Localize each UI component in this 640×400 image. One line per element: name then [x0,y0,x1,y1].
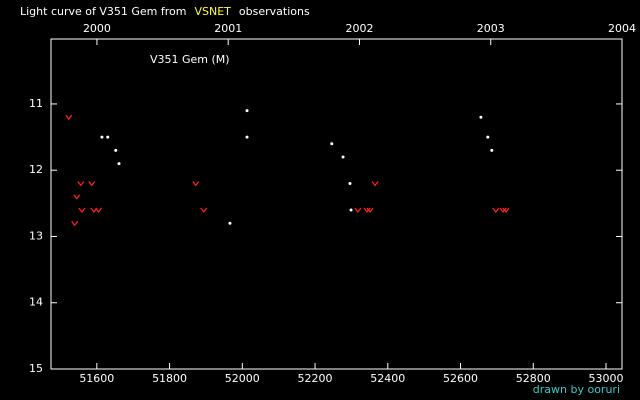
x-tick-label: 52800 [516,372,551,385]
annotation: V351 Gem (M) [150,53,230,66]
x2-tick-label: 2004 [608,22,636,35]
x-tick-label: 51600 [79,372,114,385]
y-tick-label: 11 [29,97,43,110]
x-tick-label: 52200 [298,372,333,385]
upper-limit-marker [78,207,86,214]
observation-point [117,162,121,166]
y-tick-label: 12 [29,163,43,176]
credit: drawn by ooruri [533,383,620,396]
upper-limit-marker [200,207,208,214]
upper-limit-marker [363,207,371,214]
y-tick-label: 15 [29,362,43,375]
observation-point [330,142,334,146]
observation-point [228,221,232,225]
title-part: Light curve of V351 Gem from [20,5,186,18]
observation-point [341,155,345,159]
observation-point [114,148,118,152]
observation-point [490,148,494,152]
x2-tick-label: 2001 [214,22,242,35]
upper-limit-marker [88,181,96,187]
title-part: observations [239,5,310,18]
upper-limit-marker [371,181,379,187]
upper-limit-marker [73,194,81,200]
x-tick-label: 52000 [225,372,260,385]
x-tick-label: 51800 [152,372,187,385]
title-part: VSNET [194,5,231,18]
y-tick-label: 14 [29,296,43,309]
upper-limit-marker [65,114,73,121]
upper-limit-marker [71,220,79,227]
upper-limit-marker [354,207,362,214]
x2-tick-label: 2002 [345,22,373,35]
observation-point [479,115,483,119]
x-tick-label: 53000 [588,372,623,385]
upper-limit-marker [77,181,85,187]
observation-point [486,135,490,139]
upper-limit-marker [192,181,200,187]
x-tick-label: 52600 [443,372,478,385]
upper-limit-marker [492,207,500,214]
observation-point [245,109,249,113]
x2-tick-label: 2003 [477,22,505,35]
plot-frame [50,38,623,370]
observation-point [349,208,353,212]
x-tick-label: 52400 [370,372,405,385]
observation-point [348,181,352,185]
x2-tick-label: 2000 [83,22,111,35]
upper-limit-marker [95,207,103,214]
observation-point [245,135,249,139]
observation-point [100,135,104,139]
upper-limit-marker [499,207,507,214]
y-tick-label: 13 [29,229,43,242]
observation-point [106,135,110,139]
upper-limit-marker [502,207,510,214]
upper-limit-marker [366,207,374,214]
